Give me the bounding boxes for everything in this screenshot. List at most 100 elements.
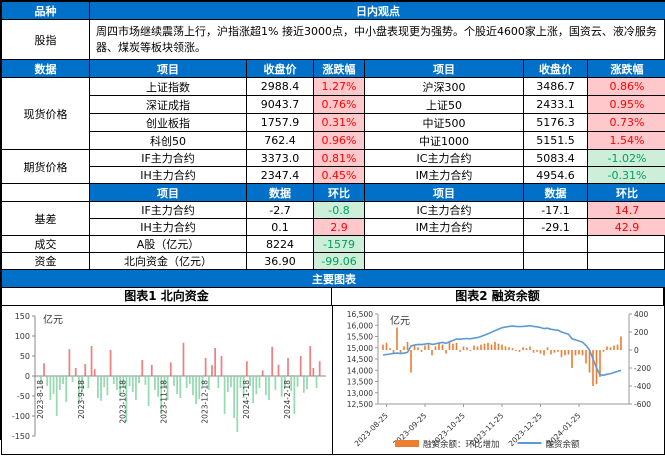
- chg-cell: 0.73%: [588, 114, 665, 132]
- mom-cell: 14.7: [588, 202, 665, 219]
- table-row: 科创50 762.4 0.96% 中证1000 5151.5 1.54%: [2, 132, 665, 150]
- data-cell: -17.1: [524, 202, 588, 219]
- variety-header: 品种: [2, 2, 90, 20]
- table-row: 基差 IF主力合约 -2.7 -0.8 IC主力合约 -17.1 14.7: [2, 202, 665, 219]
- item-cell: 创业板指: [90, 114, 247, 132]
- data-header: 数据: [524, 184, 588, 202]
- intraday-view-header: 日内观点: [90, 2, 665, 20]
- item-cell: 中证1000: [365, 132, 524, 150]
- svg-text:15,500: 15,500: [347, 333, 373, 342]
- item-cell: 上证50: [365, 96, 524, 114]
- close-cell: 3373.0: [247, 150, 314, 167]
- svg-text:13,000: 13,000: [347, 389, 373, 398]
- close-cell: 2433.1: [524, 96, 588, 114]
- mom-cell: -99.06: [314, 253, 365, 270]
- mom-header: 环比: [588, 184, 665, 202]
- data-cell: -2.7: [247, 202, 314, 219]
- close-header: 收盘价: [247, 60, 314, 78]
- item-cell: 上证指数: [90, 78, 247, 96]
- svg-text:15,000: 15,000: [347, 344, 373, 353]
- market-data-table: 品种 日内观点 股指 周四市场继续震荡上行，沪指涨超1% 接近3000点，中小盘…: [1, 1, 665, 288]
- chg-cell: 0.86%: [588, 78, 665, 96]
- svg-text:融资余额：环比增加: 融资余额：环比增加: [423, 439, 500, 450]
- close-cell: 4954.6: [524, 167, 588, 184]
- item-cell: 北向资金（亿元）: [90, 253, 247, 270]
- data-header: 数据: [247, 184, 314, 202]
- futures-section-label: 期货价格: [2, 150, 90, 184]
- table-row: 成交 A股（亿元） 8224 -1579: [2, 236, 665, 253]
- svg-text:200: 200: [634, 328, 649, 337]
- svg-text:2023-9-18: 2023-9-18: [77, 380, 86, 419]
- volume-section-label: 成交: [2, 236, 90, 253]
- observation-text: 周四市场继续震荡上行，沪指涨超1% 接近3000点，中小盘表现更为强势。个股近4…: [90, 20, 665, 60]
- svg-text:16,000: 16,000: [347, 321, 373, 330]
- svg-text:50: 50: [20, 352, 30, 361]
- svg-text:16,500: 16,500: [347, 310, 373, 319]
- basis-section-label: 基差: [2, 202, 90, 236]
- table-row: 品种 日内观点: [2, 2, 665, 20]
- item-cell: IC主力合约: [365, 150, 524, 167]
- svg-text:-600: -600: [634, 400, 651, 409]
- chg-cell: 1.54%: [588, 132, 665, 150]
- table-row: IH主力合约 0.1 2.9 IM主力合约 -29.1 42.9: [2, 219, 665, 236]
- svg-text:14,000: 14,000: [347, 366, 373, 375]
- close-cell: 762.4: [247, 132, 314, 150]
- svg-text:亿元: 亿元: [43, 313, 63, 326]
- svg-text:2023-8-18: 2023-8-18: [36, 380, 45, 419]
- svg-text:100: 100: [15, 332, 30, 341]
- mom-cell: 42.9: [588, 219, 665, 236]
- item-header: 项目: [90, 60, 247, 78]
- data-cell: 36.90: [247, 253, 314, 270]
- item-header: 项目: [90, 184, 247, 202]
- daily-report-sheet: 品种 日内观点 股指 周四市场继续震荡上行，沪指涨超1% 接近3000点，中小盘…: [0, 0, 665, 440]
- chg-cell: 0.96%: [314, 132, 365, 150]
- svg-text:-100: -100: [12, 412, 30, 421]
- item-cell: IC主力合约: [365, 202, 524, 219]
- item-cell: 科创50: [90, 132, 247, 150]
- empty-cell: [588, 236, 665, 253]
- empty-cell: [365, 236, 524, 253]
- item-header: 项目: [365, 184, 524, 202]
- chg-cell: 0.31%: [314, 114, 365, 132]
- close-cell: 1757.9: [247, 114, 314, 132]
- item-cell: IM主力合约: [365, 167, 524, 184]
- chart1-title: 图表1 北向资金: [1, 288, 332, 306]
- mom-header: 环比: [314, 184, 365, 202]
- chart2-title: 图表2 融资余额: [332, 288, 664, 306]
- svg-text:2023-08-25: 2023-08-25: [353, 411, 390, 448]
- item-cell: 深证成指: [90, 96, 247, 114]
- close-cell: 9043.7: [247, 96, 314, 114]
- table-row: 现货价格 上证指数 2988.4 1.27% 沪深300 3486.7 0.86…: [2, 78, 665, 96]
- table-row: IH主力合约 2347.4 0.45% IM主力合约 4954.6 -0.31%: [2, 167, 665, 184]
- chg-cell: 0.76%: [314, 96, 365, 114]
- table-row: 项目 数据 环比 项目 数据 环比: [2, 184, 665, 202]
- close-cell: 5151.5: [524, 132, 588, 150]
- empty-cell: [2, 184, 90, 202]
- chg-header: 涨跌幅: [314, 60, 365, 78]
- mom-cell: 2.9: [314, 219, 365, 236]
- mom-cell: -1579: [314, 236, 365, 253]
- close-cell: 2988.4: [247, 78, 314, 96]
- svg-text:2023-10-18: 2023-10-18: [118, 380, 127, 424]
- table-row: 主要图表: [2, 270, 665, 288]
- svg-text:400: 400: [634, 310, 649, 319]
- close-cell: 5083.4: [524, 150, 588, 167]
- table-row: 创业板指 1757.9 0.31% 中证500 5176.3 0.73%: [2, 114, 665, 132]
- svg-text:2023-11-18: 2023-11-18: [159, 380, 168, 424]
- table-row: 股指 周四市场继续震荡上行，沪指涨超1% 接近3000点，中小盘表现更为强势。个…: [2, 20, 665, 60]
- table-row: 期货价格 IF主力合约 3373.0 0.81% IC主力合约 5083.4 -…: [2, 150, 665, 167]
- close-cell: 2347.4: [247, 167, 314, 184]
- svg-text:0: 0: [634, 346, 639, 355]
- item-cell: IH主力合约: [90, 219, 247, 236]
- spot-section-label: 现货价格: [2, 78, 90, 150]
- item-cell: IM主力合约: [365, 219, 524, 236]
- svg-text:2024-1-18: 2024-1-18: [242, 380, 251, 419]
- close-cell: 5176.3: [524, 114, 588, 132]
- item-cell: 中证500: [365, 114, 524, 132]
- svg-text:150: 150: [15, 312, 30, 321]
- empty-cell: [524, 253, 588, 270]
- chg-cell: 0.95%: [588, 96, 665, 114]
- chg-cell: -1.02%: [588, 150, 665, 167]
